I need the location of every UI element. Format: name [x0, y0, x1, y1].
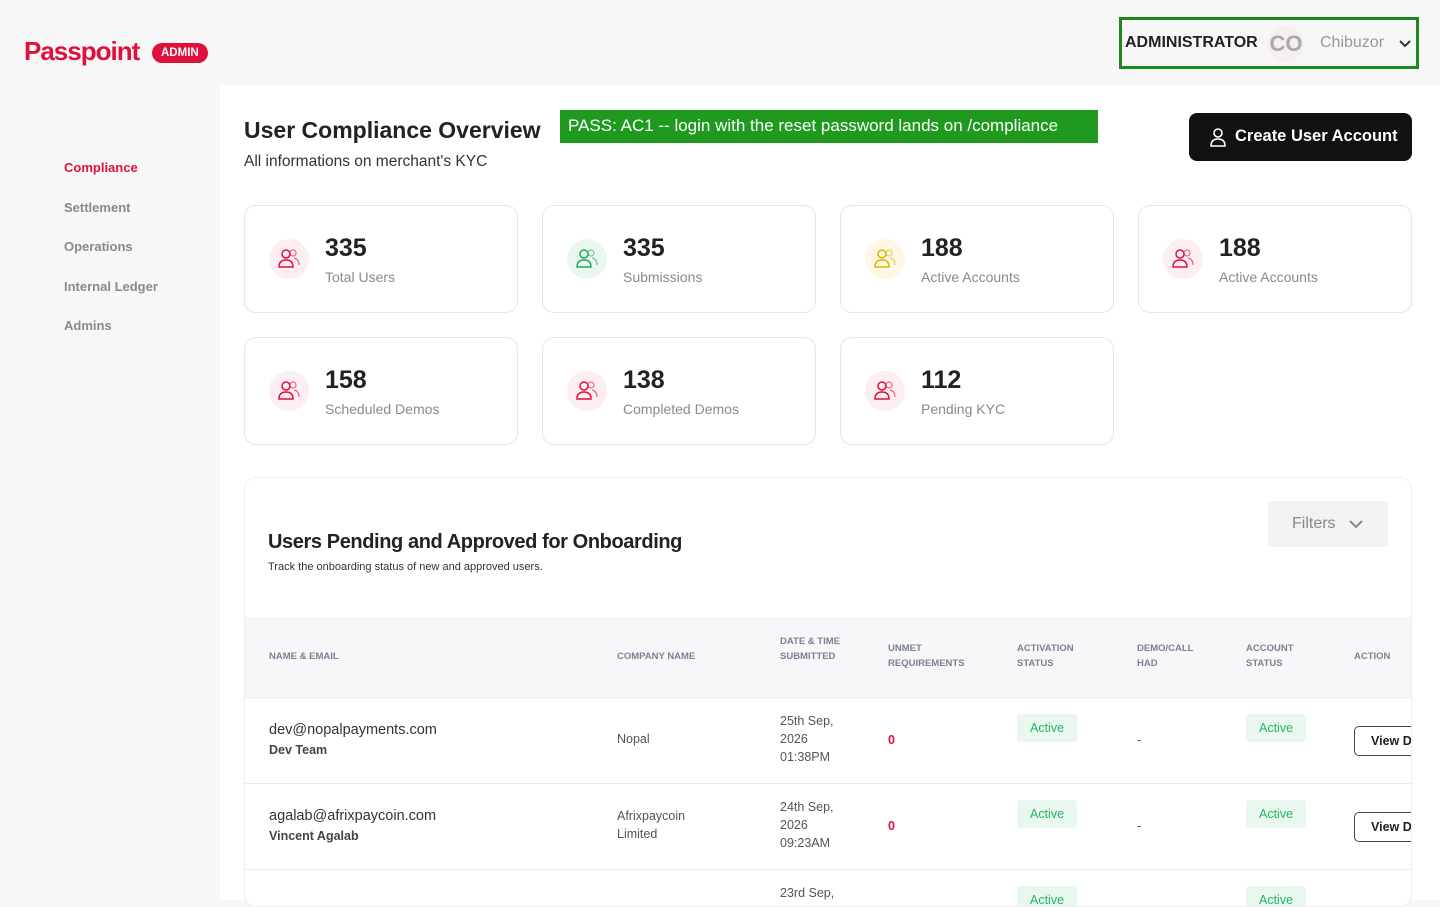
stat-label: Completed Demos	[623, 401, 739, 417]
table-panel: Users Pending and Approved for Onboardin…	[244, 477, 1412, 907]
activation-status: Active	[1017, 886, 1078, 906]
chevron	[1399, 40, 1411, 48]
stat-label: Submissions	[623, 269, 703, 285]
logo[interactable]: Passpoint	[24, 36, 140, 66]
demo: -	[1137, 733, 1142, 747]
stat-label: Total Users	[325, 269, 396, 285]
stat-value: 188	[921, 234, 963, 262]
page-subtitle: All informations on merchant's KYC	[244, 153, 488, 170]
stat-icon	[269, 239, 309, 279]
view-button[interactable]: View Details	[1354, 812, 1411, 842]
create-user-button[interactable]: Create User Account	[1189, 113, 1412, 161]
users-icon	[576, 381, 598, 400]
nav-item[interactable]: Admins	[64, 318, 112, 333]
test-banner: PASS: AC1 -- login with the reset passwo…	[560, 110, 1098, 143]
account-status: Active	[1246, 800, 1307, 828]
users-icon	[576, 249, 598, 268]
stat-value: 138	[623, 366, 665, 394]
role: ADMINISTRATOR	[1125, 34, 1258, 51]
nav-item[interactable]: Compliance	[64, 160, 138, 175]
activation-status: Active	[1017, 714, 1078, 742]
stat-card: 188 Active Accounts	[1138, 205, 1412, 313]
stat-icon	[567, 239, 607, 279]
stat-icon	[269, 371, 309, 411]
stat-label: Pending KYC	[921, 401, 1006, 417]
stat-value: 188	[1219, 234, 1261, 262]
filters-button[interactable]: Filters	[1268, 501, 1388, 547]
stat-card: 188 Active Accounts	[840, 205, 1114, 313]
column-header: ACCOUNT STATUS	[1246, 643, 1294, 669]
name: Vincent Agalab	[269, 829, 359, 843]
activation-status: Active	[1017, 800, 1078, 828]
stat-value: 335	[325, 234, 367, 262]
view-button[interactable]: View Details	[1354, 726, 1411, 756]
users-icon	[874, 249, 896, 268]
unmet: 0	[888, 819, 895, 833]
date: 23rd Sep,	[780, 886, 835, 900]
date: 24th Sep, 2026 09:23AM	[780, 800, 834, 850]
stat-icon	[865, 371, 905, 411]
users-icon	[278, 381, 300, 400]
chevron	[1349, 520, 1363, 529]
stat-value: 335	[623, 234, 665, 262]
column-header: ACTIVATION STATUS	[1017, 643, 1074, 669]
stat-card: 158 Scheduled Demos	[244, 337, 518, 445]
nav-item[interactable]: Settlement	[64, 199, 131, 215]
email: agalab@afrixpaycoin.com	[269, 808, 437, 824]
company: Nopal	[617, 732, 650, 746]
user-name: Chibuzor	[1320, 34, 1385, 51]
stat-card: 138 Completed Demos	[542, 337, 816, 445]
users-icon	[278, 249, 300, 268]
user-icon	[1210, 128, 1226, 147]
table-header	[245, 617, 1411, 697]
demo: -	[1137, 819, 1142, 833]
stat-card: 335 Total Users	[244, 205, 518, 313]
stat-value: 158	[325, 366, 367, 394]
nav-item[interactable]: Internal Ledger	[64, 278, 158, 294]
row-divider	[245, 697, 1411, 698]
users-icon	[1172, 249, 1194, 268]
button-label: Create User Account	[1235, 127, 1398, 145]
email: dev@nopalpayments.com	[269, 722, 437, 738]
users-icon	[874, 381, 896, 400]
table-title: Users Pending and Approved for Onboardin…	[268, 531, 683, 553]
stat-label: Scheduled Demos	[325, 401, 440, 417]
name: Dev Team	[269, 743, 328, 757]
nav-item[interactable]: Operations	[64, 239, 133, 254]
row-divider	[245, 869, 1411, 870]
stat-card: 335 Submissions	[542, 205, 816, 313]
stat-value: 112	[921, 366, 962, 394]
stat-icon	[1163, 239, 1203, 279]
column-header: UNMET REQUIREMENTS	[888, 643, 965, 669]
stat-card: 112 Pending KYC	[840, 337, 1114, 445]
row-divider	[245, 783, 1411, 784]
column-header: COMPANY NAME	[617, 651, 696, 662]
avatar: CO	[1268, 26, 1304, 62]
stat-icon	[567, 371, 607, 411]
admin-badge: ADMIN	[152, 43, 208, 63]
account-status: Active	[1246, 714, 1307, 742]
account-status: Active	[1246, 886, 1307, 906]
filters-label: Filters	[1292, 515, 1336, 532]
stat-label: Active Accounts	[1219, 269, 1318, 285]
page-title: User Compliance Overview	[244, 117, 541, 143]
company: Afrixpaycoin Limited	[617, 809, 686, 841]
unmet: 0	[888, 733, 895, 747]
stat-label: Active Accounts	[921, 269, 1020, 285]
column-header: NAME & EMAIL	[269, 651, 339, 662]
user-menu[interactable]: ADMINISTRATOR CO Chibuzor	[1119, 17, 1419, 69]
stat-icon	[865, 239, 905, 279]
column-header: DATE & TIME SUBMITTED	[780, 636, 840, 662]
column-header: DEMO/CALL HAD	[1137, 643, 1194, 669]
column-header: ACTION	[1354, 651, 1391, 662]
date: 25th Sep, 2026 01:38PM	[780, 714, 834, 764]
table-subtitle: Track the onboarding status of new and a…	[268, 561, 543, 573]
